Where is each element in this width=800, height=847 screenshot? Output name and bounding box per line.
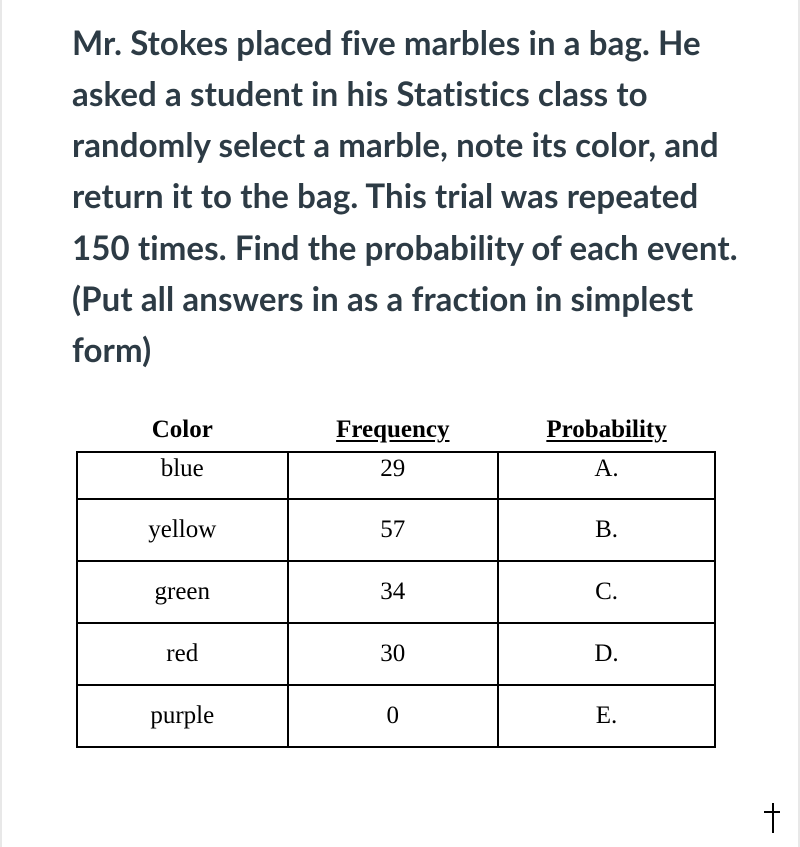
cell-color: blue bbox=[77, 452, 288, 499]
table-row: purple 0 E. bbox=[77, 685, 715, 747]
cell-probability: B. bbox=[498, 499, 715, 561]
cell-frequency: 34 bbox=[288, 561, 499, 623]
cell-frequency: 57 bbox=[288, 499, 499, 561]
cell-probability: D. bbox=[498, 623, 715, 685]
table-row: red 30 D. bbox=[77, 623, 715, 685]
cell-frequency: 29 bbox=[288, 452, 499, 499]
question-prompt: Mr. Stokes placed five marbles in a bag.… bbox=[72, 18, 758, 376]
column-header-frequency: Frequency bbox=[288, 408, 499, 452]
cell-color: purple bbox=[77, 685, 288, 747]
column-header-probability: Probability bbox=[498, 408, 715, 452]
cell-color: green bbox=[77, 561, 288, 623]
cell-color: red bbox=[77, 623, 288, 685]
frequency-table: Color Frequency Probability blue 29 A. y… bbox=[76, 408, 716, 748]
text-cursor-icon bbox=[772, 803, 774, 833]
cell-probability: E. bbox=[498, 685, 715, 747]
cell-probability: A. bbox=[498, 452, 715, 499]
cell-frequency: 0 bbox=[288, 685, 499, 747]
table-row: green 34 C. bbox=[77, 561, 715, 623]
cell-color: yellow bbox=[77, 499, 288, 561]
cell-probability: C. bbox=[498, 561, 715, 623]
cell-frequency: 30 bbox=[288, 623, 499, 685]
table-row: blue 29 A. bbox=[77, 452, 715, 499]
table-row: yellow 57 B. bbox=[77, 499, 715, 561]
page-container: Mr. Stokes placed five marbles in a bag.… bbox=[0, 0, 800, 847]
table-header-row: Color Frequency Probability bbox=[77, 408, 715, 452]
column-header-color: Color bbox=[77, 408, 288, 452]
